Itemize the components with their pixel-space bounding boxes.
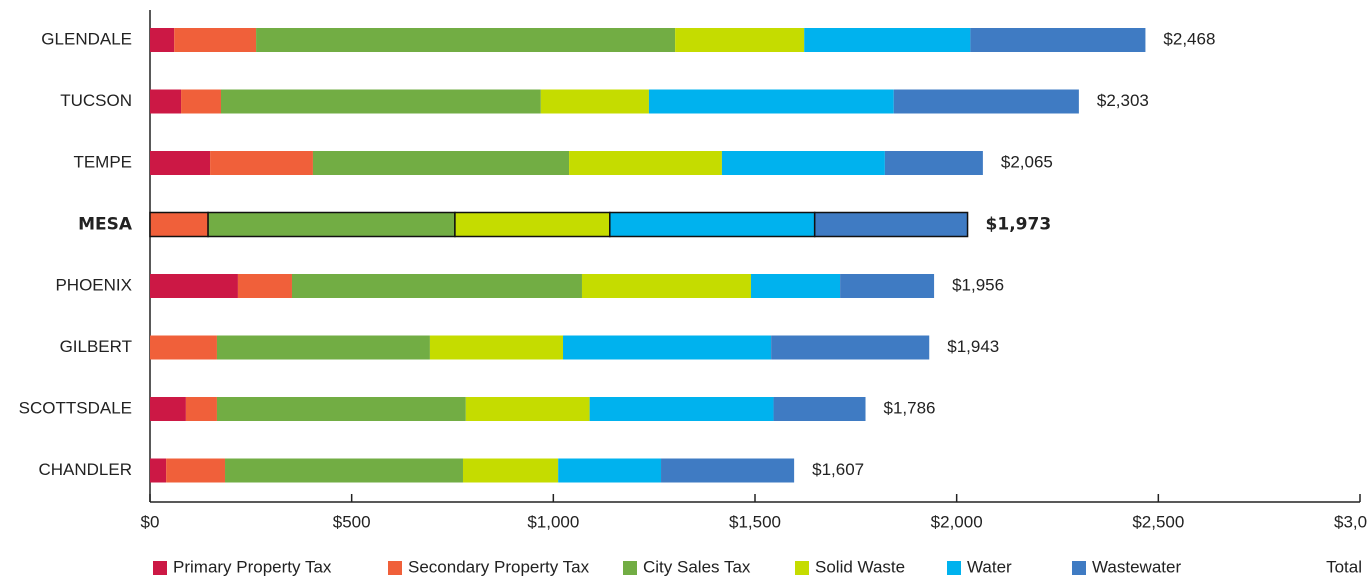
bar-segment: [558, 458, 662, 483]
bar-segment: [429, 335, 564, 360]
bar-segment: [150, 151, 211, 175]
bar-segment: [609, 211, 816, 238]
category-label: TUCSON: [60, 91, 132, 110]
legend-swatch: [947, 561, 961, 575]
bar-segment: [750, 274, 841, 298]
category-label: GILBERT: [60, 337, 132, 356]
legend-label: Wastewater: [1092, 557, 1181, 576]
legend-swatch: [795, 561, 809, 575]
legend-label: Secondary Property Tax: [408, 557, 590, 576]
bar-segment: [840, 274, 935, 298]
total-label: $1,956: [952, 275, 1004, 294]
bar-segment: [462, 458, 559, 483]
bar-segment: [589, 397, 774, 421]
total-label: $2,065: [1001, 152, 1053, 171]
total-label: $1,943: [947, 337, 999, 356]
bar-segment: [581, 274, 751, 298]
legend-label: Solid Waste: [815, 557, 905, 576]
bar-segment: [884, 151, 983, 175]
x-tick-label: $1,000: [527, 512, 579, 531]
bar-segment: [216, 397, 466, 421]
category-label: SCOTTSDALE: [19, 398, 132, 417]
total-label: $2,303: [1097, 91, 1149, 110]
x-tick-label: $3,000: [1334, 512, 1367, 531]
legend-swatch: [1072, 561, 1086, 575]
total-label: $2,468: [1163, 29, 1215, 48]
bar-segment: [312, 151, 570, 175]
bar-segment: [210, 151, 313, 175]
legend-swatch: [623, 561, 637, 575]
bar-segment: [150, 397, 186, 421]
bar-segment: [804, 28, 971, 52]
category-label: CHANDLER: [38, 460, 132, 479]
bar-segment: [150, 458, 167, 483]
total-label: $1,786: [884, 398, 936, 417]
bar-segment: [150, 335, 217, 360]
bar-segment: [225, 458, 463, 483]
bar-segment: [220, 89, 541, 114]
bar-segment: [166, 458, 226, 483]
category-label: TEMPE: [73, 152, 132, 171]
bar-segment: [813, 211, 969, 238]
bar-segment: [237, 274, 292, 298]
bar-segment: [773, 397, 866, 421]
bar-segment: [150, 28, 175, 52]
legend-label: Water: [967, 557, 1012, 576]
x-tick-label: $2,000: [931, 512, 983, 531]
bar-segment: [150, 274, 238, 298]
bar-segment: [675, 28, 805, 52]
bar-segment: [150, 89, 182, 114]
legend-swatch: [153, 561, 167, 575]
legend-label: City Sales Tax: [643, 557, 751, 576]
bar-segment: [563, 335, 772, 360]
bar-segment: [216, 335, 430, 360]
bar-segment: [185, 397, 217, 421]
category-label: MESA: [78, 215, 133, 235]
legend-swatch: [388, 561, 402, 575]
x-tick-label: $2,500: [1132, 512, 1184, 531]
bar-segment: [893, 89, 1079, 114]
bar-segment: [291, 274, 582, 298]
legend-total: Total: [1326, 557, 1362, 576]
bar-segment: [454, 211, 611, 238]
bar-segment: [569, 151, 722, 175]
bar-segment: [256, 28, 676, 52]
bar-segment: [540, 89, 649, 114]
bar-segment: [181, 89, 221, 114]
bar-segment: [648, 89, 894, 114]
total-label: $1,607: [812, 460, 864, 479]
bar-segment: [207, 211, 456, 238]
bar-segment: [661, 458, 795, 483]
x-tick-label: $0: [141, 512, 160, 531]
category-label: GLENDALE: [41, 29, 132, 48]
x-tick-label: $1,500: [729, 512, 781, 531]
legend-label: Primary Property Tax: [173, 557, 332, 576]
bar-segment: [465, 397, 590, 421]
bar-segment: [721, 151, 885, 175]
total-label: $1,973: [986, 215, 1052, 235]
category-label: PHOENIX: [55, 275, 132, 294]
bar-segment: [174, 28, 257, 52]
bar-segment: [970, 28, 1146, 52]
bar-segment: [149, 211, 209, 238]
x-tick-label: $500: [333, 512, 371, 531]
bar-segment: [771, 335, 930, 360]
